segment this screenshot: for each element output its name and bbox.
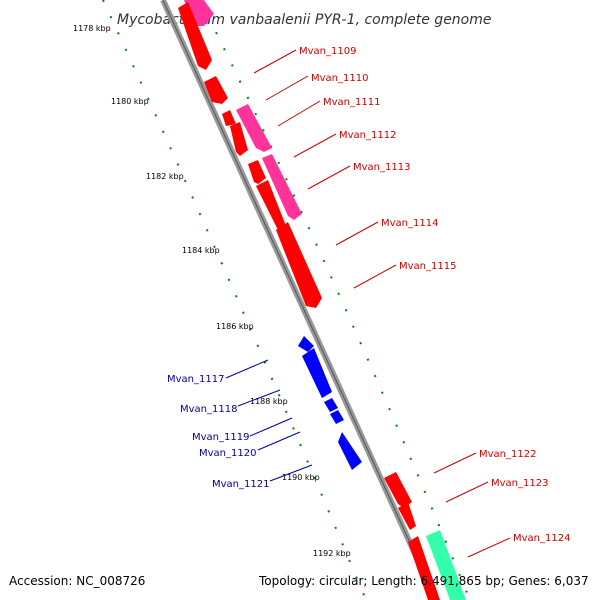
gene-label[interactable]: Mvan_1113 bbox=[353, 162, 410, 173]
gene-label[interactable]: Mvan_1114 bbox=[381, 218, 438, 229]
gene-label[interactable]: Mvan_1118 bbox=[180, 404, 237, 415]
gene-block[interactable] bbox=[256, 180, 286, 230]
gene-block[interactable] bbox=[398, 502, 416, 530]
gene-block[interactable] bbox=[324, 398, 338, 412]
gene-block[interactable] bbox=[276, 222, 322, 308]
tick-label: 1182 kbp bbox=[146, 172, 184, 181]
genome-summary-text: Topology: circular; Length: 6,491,865 bp… bbox=[258, 574, 589, 588]
gene-block[interactable] bbox=[338, 432, 362, 470]
gene-label[interactable]: Mvan_1115 bbox=[399, 261, 456, 272]
gene-block[interactable] bbox=[298, 336, 314, 352]
tick-label: 1192 kbp bbox=[313, 549, 351, 558]
gene-label[interactable]: Mvan_1109 bbox=[299, 46, 356, 57]
tick-label: 1190 kbp bbox=[282, 473, 320, 482]
gene-label[interactable]: Mvan_1124 bbox=[513, 533, 570, 544]
gene-label[interactable]: Mvan_1122 bbox=[479, 449, 536, 460]
reverse-gene-labels: Mvan_1117 Mvan_1118 Mvan_1119 Mvan_1120 … bbox=[167, 359, 313, 490]
gene-label[interactable]: Mvan_1117 bbox=[167, 374, 224, 385]
gene-block[interactable] bbox=[384, 472, 412, 508]
gene-label[interactable]: Mvan_1120 bbox=[199, 448, 256, 459]
tick-label: 1178 kbp bbox=[73, 24, 111, 33]
forward-gene-labels: Mvan_1109 Mvan_1110 Mvan_1111 Mvan_1112 … bbox=[253, 46, 570, 558]
tick-label: 1186 kbp bbox=[216, 322, 254, 331]
forward-gene-blocks bbox=[178, 0, 466, 600]
gene-label[interactable]: Mvan_1112 bbox=[339, 130, 396, 141]
gene-block[interactable] bbox=[204, 76, 228, 104]
reverse-gene-blocks bbox=[298, 336, 362, 470]
gene-label[interactable]: Mvan_1111 bbox=[323, 97, 380, 108]
gene-block[interactable] bbox=[408, 536, 440, 600]
gene-block[interactable] bbox=[262, 154, 302, 220]
gene-block[interactable] bbox=[248, 160, 266, 184]
accession-text: Accession: NC_008726 bbox=[9, 574, 145, 588]
gene-label[interactable]: Mvan_1119 bbox=[192, 432, 249, 443]
inner-tick-track bbox=[102, 0, 367, 600]
genome-backbone bbox=[160, 0, 439, 600]
outer-tick-track bbox=[199, 0, 471, 600]
tick-labels: 1178 kbp 1180 kbp 1182 kbp 1184 kbp 1186… bbox=[73, 24, 351, 558]
tick-label: 1184 kbp bbox=[182, 246, 220, 255]
tick-label: 1188 kbp bbox=[250, 397, 288, 406]
gene-label[interactable]: Mvan_1123 bbox=[491, 478, 548, 489]
gene-block[interactable] bbox=[222, 110, 236, 126]
gene-label[interactable]: Mvan_1121 bbox=[212, 479, 269, 490]
gene-block[interactable] bbox=[230, 122, 248, 156]
gene-label[interactable]: Mvan_1110 bbox=[311, 73, 368, 84]
gene-block[interactable] bbox=[178, 2, 212, 70]
gene-block[interactable] bbox=[426, 530, 466, 600]
gene-block[interactable] bbox=[330, 410, 344, 424]
gene-block[interactable] bbox=[236, 104, 272, 152]
gene-block[interactable] bbox=[302, 348, 332, 398]
tick-label: 1180 kbp bbox=[111, 97, 149, 106]
